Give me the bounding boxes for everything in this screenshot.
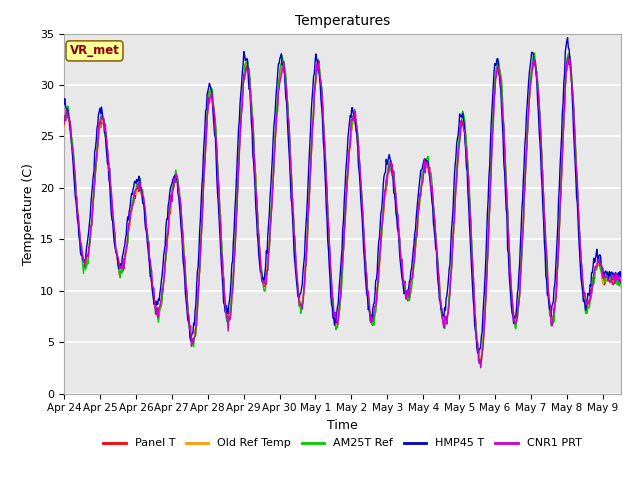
- X-axis label: Time: Time: [327, 419, 358, 432]
- Legend: Panel T, Old Ref Temp, AM25T Ref, HMP45 T, CNR1 PRT: Panel T, Old Ref Temp, AM25T Ref, HMP45 …: [99, 434, 586, 453]
- Title: Temperatures: Temperatures: [295, 14, 390, 28]
- Y-axis label: Temperature (C): Temperature (C): [22, 163, 35, 264]
- Text: VR_met: VR_met: [70, 44, 120, 58]
